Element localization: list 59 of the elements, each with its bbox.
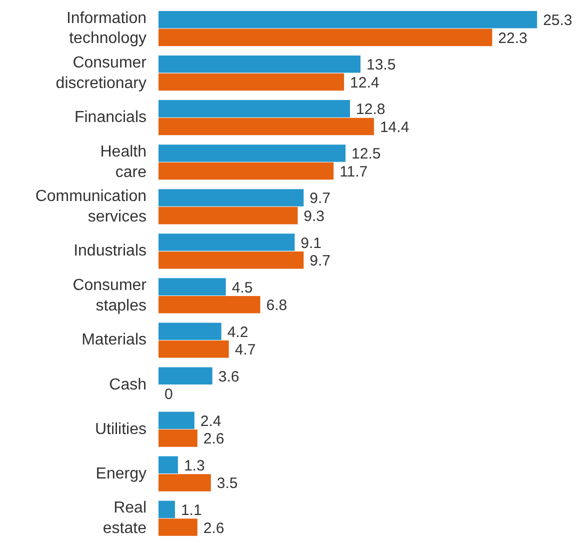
y-tick-label: Health care	[100, 143, 147, 181]
bar	[158, 251, 304, 269]
bar	[158, 296, 260, 314]
y-tick-label: Information technology	[66, 10, 147, 48]
data-label: 14.4	[380, 119, 410, 136]
bar	[158, 234, 295, 251]
y-tick-label: Utilities	[94, 420, 146, 438]
bar	[158, 118, 374, 136]
y-tick-label: Industrials	[74, 242, 146, 260]
data-label: 25.3	[543, 12, 572, 30]
data-label: 2.6	[203, 430, 224, 448]
bar	[158, 474, 211, 492]
data-label: 6.8	[266, 297, 288, 314]
y-tick-label: Financials	[74, 109, 146, 126]
data-label: 12.4	[350, 74, 380, 92]
bar	[158, 10, 538, 28]
bar	[158, 189, 304, 206]
bar	[158, 28, 492, 46]
bar	[158, 100, 350, 118]
data-label: 12.5	[352, 146, 381, 163]
y-tick-label: Communication services	[35, 188, 147, 226]
bar	[158, 56, 361, 73]
bar	[158, 500, 175, 518]
bar	[158, 367, 212, 384]
y-tick-label: Consumer discretionary	[56, 54, 148, 92]
data-label: 4.2	[227, 324, 248, 341]
bar	[158, 456, 178, 474]
data-label: 9.1	[300, 234, 322, 252]
data-label: 3.6	[218, 368, 240, 386]
bar	[158, 518, 198, 536]
bar	[158, 162, 334, 180]
bar	[158, 322, 222, 340]
bar	[158, 278, 226, 296]
data-label: 9.7	[310, 190, 331, 208]
y-tick-label: Cash	[109, 376, 147, 394]
bar	[158, 206, 298, 224]
data-label: 3.5	[216, 475, 238, 492]
data-label: 2.4	[200, 412, 222, 430]
y-tick-label: Energy	[96, 465, 147, 482]
data-label: 1.1	[180, 502, 202, 519]
bar	[158, 412, 194, 430]
data-label: 4.5	[232, 279, 253, 296]
data-label: 9.3	[304, 208, 325, 226]
y-tick-label: Materials	[82, 332, 146, 349]
data-label: 13.5	[366, 56, 396, 74]
y-tick-label: Real estate	[102, 500, 147, 538]
bar	[158, 430, 198, 447]
data-label: 2.6	[203, 520, 224, 537]
data-label: 9.7	[310, 252, 331, 270]
bar	[158, 340, 229, 358]
data-label: 22.3	[498, 30, 528, 47]
bar	[158, 73, 344, 91]
data-label: 12.8	[356, 101, 386, 118]
y-tick-label: Consumer staples	[72, 277, 148, 314]
data-label: 1.3	[184, 457, 205, 474]
bar	[158, 144, 346, 162]
data-label: 0	[164, 386, 173, 404]
data-label: 11.7	[340, 164, 368, 181]
data-label: 4.7	[234, 342, 256, 359]
